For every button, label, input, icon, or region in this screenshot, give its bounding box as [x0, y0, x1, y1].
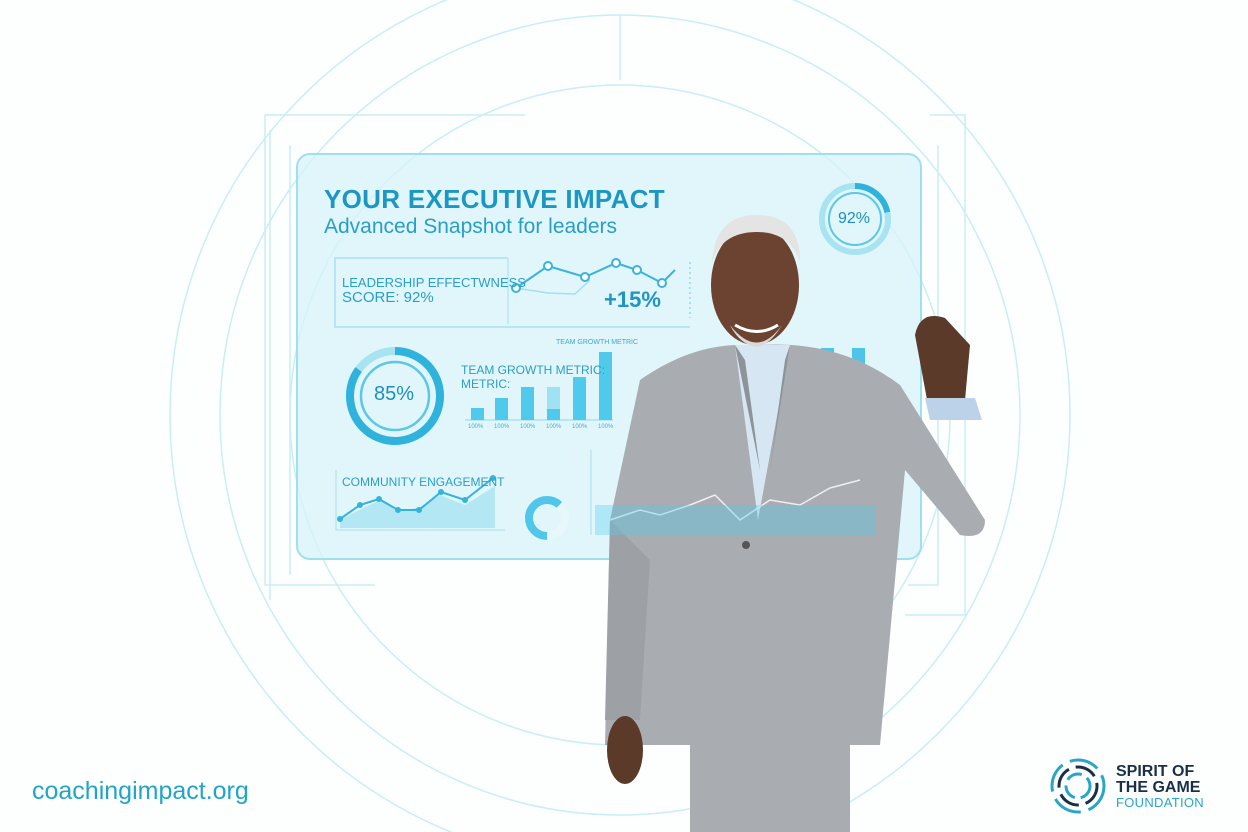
team-growth-title-line1: TEAM GROWTH METRIC: — [461, 363, 605, 377]
community-axes — [335, 470, 505, 531]
website-link[interactable]: coachingimpact.org — [32, 777, 249, 805]
community-area — [340, 486, 495, 528]
logo-mark — [1050, 758, 1106, 814]
gauge-85-label: 85% — [374, 383, 415, 405]
leadership-box-frame — [334, 257, 690, 328]
leadership-score-value: SCORE: 92% — [342, 289, 434, 306]
tick-label: 100% — [572, 424, 588, 430]
community-title: COMMUNITY ENGAGEMENT — [342, 475, 505, 489]
team-growth-small-title: TEAM GROWTH METRIC — [556, 339, 639, 346]
leadership-label: LEADERSHIP EFFECTWNESS — [342, 275, 526, 290]
executive-person — [605, 215, 985, 832]
trend-change: +15% — [604, 287, 661, 312]
logo-line3: FOUNDATION — [1116, 795, 1204, 810]
trend-points — [511, 258, 667, 293]
team-growth-bars — [471, 352, 612, 420]
tick-label: 100% — [468, 424, 484, 430]
leadership-score: LEADERSHIP EFFECTWNESS SCORE: 92% — [342, 275, 526, 305]
small-donut — [525, 496, 569, 540]
bar — [599, 352, 612, 420]
tick-label: 100% — [546, 424, 562, 430]
bar — [471, 408, 484, 420]
bar — [547, 409, 560, 420]
team-growth-title-line2: METRIC: — [461, 377, 511, 391]
bar — [495, 398, 508, 420]
tick-label: 100% — [494, 424, 510, 430]
dashboard-title: YOUR EXECUTIVE IMPACT — [324, 184, 665, 214]
trend-line — [515, 261, 676, 289]
logo-line1: SPIRIT OF — [1116, 763, 1195, 780]
bar — [573, 377, 586, 420]
logo-text: SPIRIT OF THE GAME — [1116, 764, 1200, 796]
logo-line2: THE GAME — [1116, 779, 1201, 796]
community-points — [337, 475, 496, 522]
bar — [521, 387, 534, 420]
overlay-line — [609, 479, 861, 521]
team-growth-title: TEAM GROWTH METRIC: METRIC: — [461, 363, 605, 391]
dashboard-subtitle: Advanced Snapshot for leaders — [324, 215, 618, 238]
tick-label: 100% — [520, 424, 536, 430]
tick-label: 100% — [598, 424, 614, 430]
trend-line-secondary — [515, 279, 591, 295]
gauge-92-label: 92% — [838, 210, 871, 227]
gauge-92 — [819, 183, 891, 255]
overlay-area — [595, 505, 875, 535]
gauge-85 — [346, 347, 444, 445]
community-line — [339, 477, 494, 520]
